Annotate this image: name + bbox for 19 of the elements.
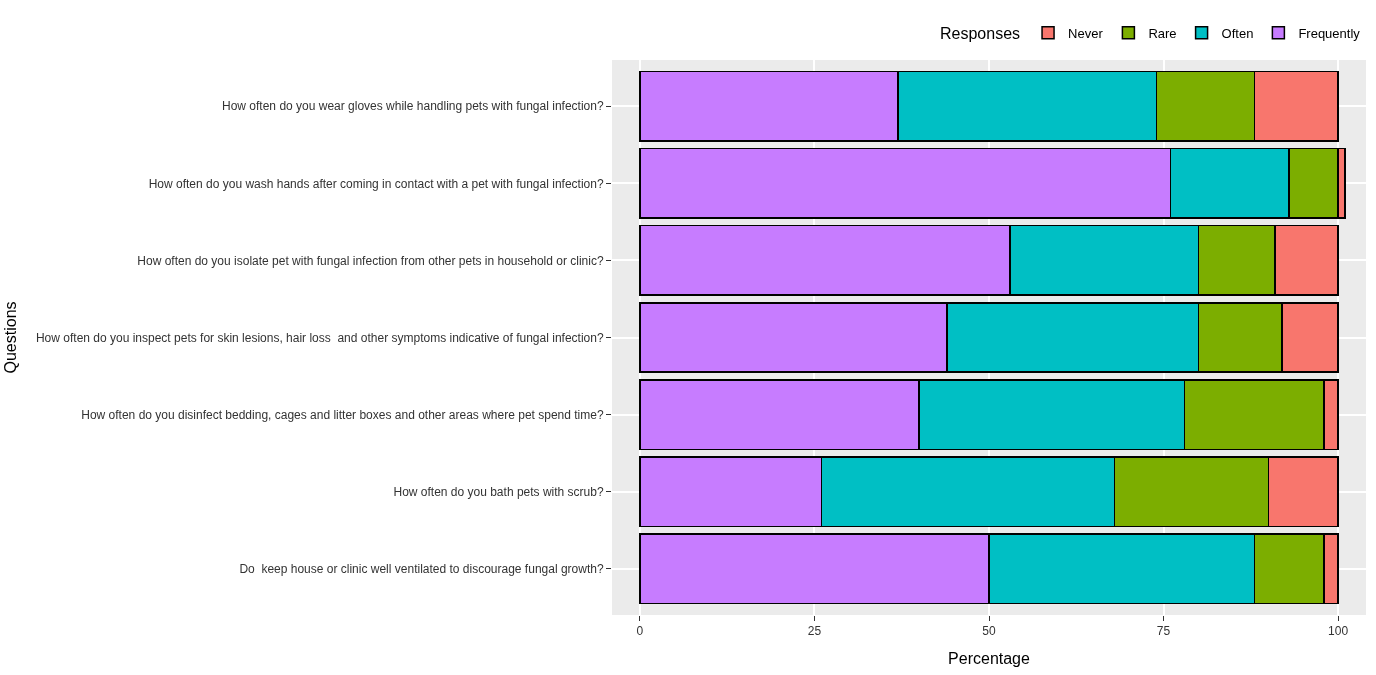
x-tick-label: 100: [1328, 624, 1349, 639]
y-tick-label: Do keep house or clinic well ventilated to discourage fungal growth?: [239, 561, 604, 576]
legend-title: Responses: [940, 24, 1021, 42]
legend-label: Never: [1068, 25, 1104, 41]
y-tick-label: How often do you bath pets with scrub?: [393, 484, 604, 499]
legend-label: Rare: [1148, 25, 1177, 41]
x-tick-label: 25: [807, 624, 822, 639]
y-tick-label: How often do you wash hands after coming in contact with a pet with fungal infection?: [148, 176, 604, 191]
y-tick-label: How often do you isolate pet with fungal infection from other pets in household or clinic?: [137, 253, 604, 268]
y-tick-label: How often do you inspect pets for skin lesions, hair loss and other symptoms indicative of fungal infection?: [35, 330, 604, 345]
x-tick-label: 50: [982, 624, 996, 639]
y-tick-label: How often do you wear gloves while handling pets with fungal infection?: [222, 99, 604, 114]
x-tick-label: 0: [636, 624, 644, 639]
x-axis-title: Percentage: [948, 650, 1031, 668]
legend-label: Often: [1221, 25, 1254, 41]
x-tick-label: 75: [1156, 624, 1171, 639]
y-tick-label: How often do you disinfect bedding, cages and litter boxes and other areas where pet spend time?: [81, 407, 604, 422]
legend-label: Frequently: [1298, 25, 1361, 41]
y-axis-title: Questions: [1, 301, 19, 374]
